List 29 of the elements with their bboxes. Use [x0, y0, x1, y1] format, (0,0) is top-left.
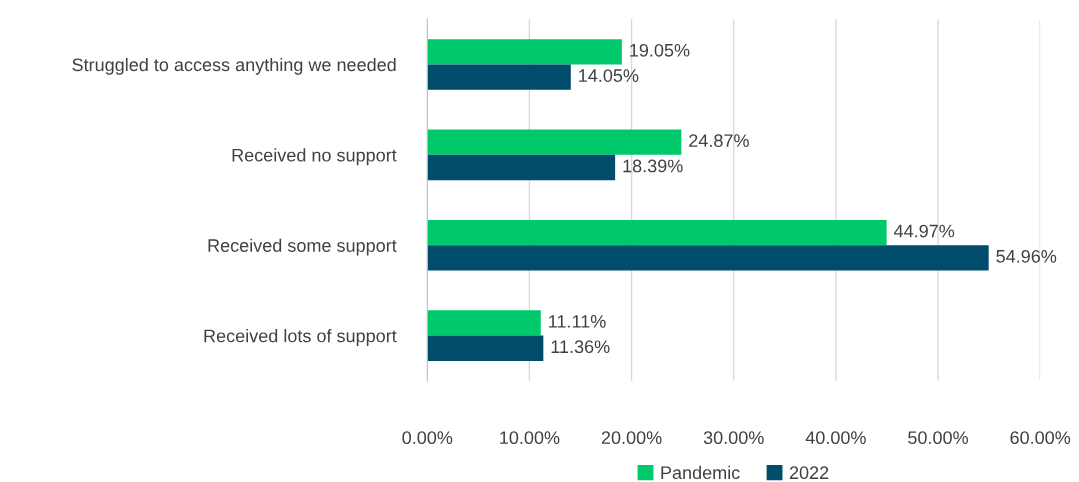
data-label: 24.87% [689, 134, 749, 148]
data-label: 14.05% [579, 69, 639, 82]
x-tick-label: 10.00% [500, 431, 560, 445]
y-tick-label: Received no support [232, 148, 397, 166]
x-tick-label: 30.00% [703, 431, 764, 445]
data-label: 19.05% [630, 43, 690, 57]
bar [427, 154, 616, 181]
legend-label: 2022 [789, 466, 829, 480]
data-label: 11.11% [549, 315, 606, 328]
y-tick-label: Received some support [208, 238, 397, 256]
x-tick-label: 60.00% [1010, 431, 1071, 445]
x-tick-label: 0.00% [402, 431, 453, 445]
x-tick-label: 40.00% [805, 431, 866, 445]
data-label: 54.96% [996, 249, 1057, 263]
bar [427, 310, 541, 336]
x-tick-label: 20.00% [601, 431, 662, 445]
y-tick-label: Received lots of support [204, 329, 397, 346]
data-label: 44.97% [893, 224, 955, 238]
data-label: 18.39% [623, 159, 683, 173]
bar [427, 245, 989, 271]
bar [427, 219, 887, 246]
bar [427, 64, 571, 90]
bar [427, 335, 544, 361]
y-tick-label: Struggled to access anything we needed [72, 57, 396, 75]
x-tick-label: 50.00% [908, 431, 968, 445]
bar [427, 129, 682, 155]
bar [427, 39, 622, 65]
data-label: 11.36% [551, 340, 610, 354]
legend-label: Pandemic [661, 465, 740, 480]
